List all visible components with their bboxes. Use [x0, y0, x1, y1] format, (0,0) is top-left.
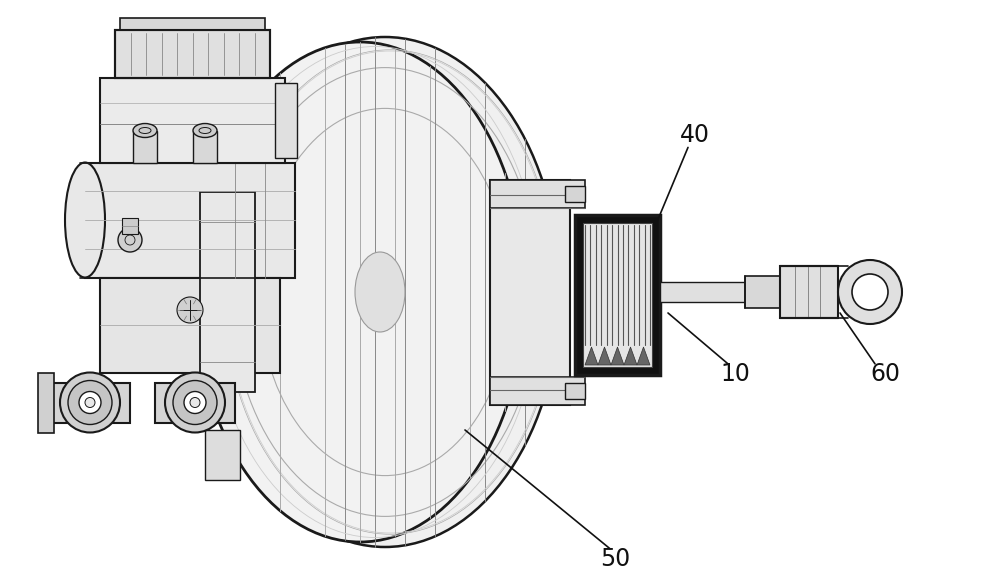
Text: 10: 10 [720, 362, 750, 387]
Ellipse shape [852, 274, 888, 310]
Ellipse shape [68, 380, 112, 425]
Text: 40: 40 [680, 122, 710, 147]
Ellipse shape [60, 373, 120, 432]
Bar [133, 130, 157, 163]
Ellipse shape [355, 252, 405, 332]
Bar [200, 192, 255, 392]
Bar [100, 277, 280, 373]
Bar [660, 282, 780, 302]
Bar [115, 29, 270, 77]
Ellipse shape [190, 397, 200, 408]
Polygon shape [598, 347, 611, 365]
Ellipse shape [65, 163, 105, 277]
Text: 60: 60 [870, 362, 900, 387]
Bar [100, 77, 285, 163]
Bar [155, 383, 235, 422]
Polygon shape [624, 347, 637, 365]
Ellipse shape [165, 373, 225, 432]
Ellipse shape [838, 260, 902, 324]
Bar [115, 29, 270, 77]
Bar [745, 276, 780, 308]
Bar [565, 383, 585, 399]
Bar [583, 223, 652, 367]
Polygon shape [585, 347, 598, 365]
Ellipse shape [193, 123, 217, 137]
Bar [565, 186, 585, 202]
Polygon shape [637, 347, 650, 365]
Bar [38, 373, 54, 432]
Bar [275, 82, 297, 157]
Ellipse shape [133, 123, 157, 137]
Bar [205, 429, 240, 480]
Ellipse shape [118, 228, 142, 252]
Ellipse shape [79, 391, 101, 414]
Ellipse shape [195, 42, 525, 542]
Polygon shape [611, 347, 624, 365]
Bar [85, 163, 295, 277]
Bar [120, 18, 265, 29]
Bar [490, 180, 570, 405]
Bar [490, 377, 585, 405]
Ellipse shape [210, 37, 560, 547]
Bar [193, 130, 217, 163]
Ellipse shape [177, 297, 203, 323]
Ellipse shape [85, 397, 95, 408]
Bar [122, 218, 138, 234]
Bar [575, 215, 660, 375]
Bar [50, 383, 130, 422]
Ellipse shape [184, 391, 206, 414]
Bar [490, 180, 585, 208]
Text: 50: 50 [600, 546, 630, 571]
Ellipse shape [173, 380, 217, 425]
Bar [780, 266, 838, 318]
